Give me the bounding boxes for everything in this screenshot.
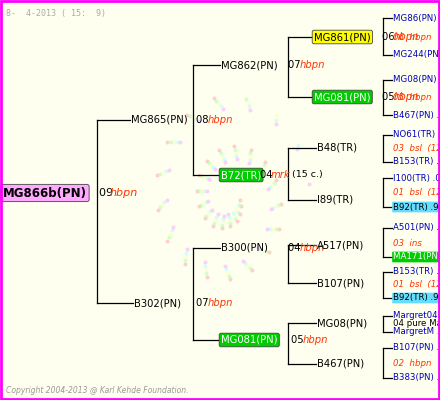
Text: B153(TR) .00   F5 -Old_Lady: B153(TR) .00 F5 -Old_Lady [393,158,440,166]
Text: 02  hbpn: 02 hbpn [393,360,432,368]
Text: MG865(PN): MG865(PN) [131,115,187,125]
Text: B467(PN): B467(PN) [317,359,364,369]
Text: mrk: mrk [271,170,291,180]
Text: B72(TR): B72(TR) [221,170,261,180]
Text: hbpn: hbpn [393,32,419,42]
Text: hbpn: hbpn [299,60,325,70]
Text: A501(PN) .02 -Bayburt98-3R: A501(PN) .02 -Bayburt98-3R [393,224,440,232]
Text: 04 pure Margret's Hive No 8: 04 pure Margret's Hive No 8 [393,318,440,328]
Text: 04: 04 [288,243,304,253]
Text: B300(PN): B300(PN) [221,243,268,253]
Text: MG08(PN) .04 F0 -Margret04R: MG08(PN) .04 F0 -Margret04R [393,76,440,84]
Text: hbpn: hbpn [393,92,419,102]
Text: MG862(PN): MG862(PN) [221,60,278,70]
Text: 07: 07 [196,298,212,308]
Text: Copyright 2004-2013 @ Karl Kehde Foundation.: Copyright 2004-2013 @ Karl Kehde Foundat… [6,386,188,395]
Text: B467(PN) .02   F7 -Old_Lady: B467(PN) .02 F7 -Old_Lady [393,110,440,120]
Text: 05: 05 [291,335,307,345]
Text: B92(TR) .99   F17 -Sinop62R: B92(TR) .99 F17 -Sinop62R [393,294,440,302]
Text: I89(TR): I89(TR) [317,195,353,205]
Text: MargretM .            no more: MargretM . no more [393,328,440,336]
Text: 07: 07 [288,60,304,70]
Text: Margret04R .          no more: Margret04R . no more [393,312,440,320]
Text: 06  hbpn: 06 hbpn [393,32,432,42]
Text: B302(PN): B302(PN) [134,298,181,308]
Text: B153(TR) .00 ::  F5 -Old_Lady: B153(TR) .00 :: F5 -Old_Lady [393,268,440,276]
Text: hbpn: hbpn [110,188,138,198]
Text: (15 c.): (15 c.) [289,170,323,180]
Text: 03  bsl  (12 sister colonies): 03 bsl (12 sister colonies) [393,144,440,152]
Text: MA171(PN) .00 F1 -Thessal99R: MA171(PN) .00 F1 -Thessal99R [393,252,440,262]
Text: 09: 09 [99,188,117,198]
Text: 8-  4-2013 ( 15:  9): 8- 4-2013 ( 15: 9) [6,9,106,18]
Text: NO61(TR) .01   F6 -NO6294R: NO61(TR) .01 F6 -NO6294R [393,130,440,140]
Text: MG081(PN): MG081(PN) [314,92,370,102]
Text: 06: 06 [382,32,398,42]
Text: B107(PN): B107(PN) [317,278,364,288]
Text: hbpn: hbpn [207,115,233,125]
Text: MG244(PN) .04    F3 -MG99R: MG244(PN) .04 F3 -MG99R [393,50,440,60]
Text: 01  bsl  (12 sister colonies): 01 bsl (12 sister colonies) [393,280,440,290]
Text: B48(TR): B48(TR) [317,143,357,153]
Text: B383(PN) .99 9 -SinopEgg86R: B383(PN) .99 9 -SinopEgg86R [393,374,440,382]
Text: hbpn: hbpn [299,243,325,253]
Text: hbpn: hbpn [302,335,328,345]
Text: B92(TR) .99   F17 -Sinop62R: B92(TR) .99 F17 -Sinop62R [393,202,440,212]
Text: MG08(PN): MG08(PN) [317,318,367,328]
Text: 05  hbpn: 05 hbpn [393,92,432,102]
Text: MG861(PN): MG861(PN) [314,32,370,42]
Text: I100(TR) .00  F5 -Takab93aR: I100(TR) .00 F5 -Takab93aR [393,174,440,182]
Text: 03  ins: 03 ins [393,238,422,248]
Text: 01  bsl  (12 sister colonies): 01 bsl (12 sister colonies) [393,188,440,198]
Text: MG86(PN) .06   F0 -MG806-Q: MG86(PN) .06 F0 -MG806-Q [393,14,440,22]
Text: 04: 04 [260,170,275,180]
Text: 05: 05 [382,92,398,102]
Text: MG081(PN): MG081(PN) [221,335,278,345]
Text: B107(PN) .01   F6 -Old_Lady: B107(PN) .01 F6 -Old_Lady [393,344,440,352]
Text: A517(PN): A517(PN) [317,240,364,250]
Text: 08: 08 [196,115,212,125]
Text: hbpn: hbpn [207,298,233,308]
Text: MG866b(PN): MG866b(PN) [3,186,87,200]
